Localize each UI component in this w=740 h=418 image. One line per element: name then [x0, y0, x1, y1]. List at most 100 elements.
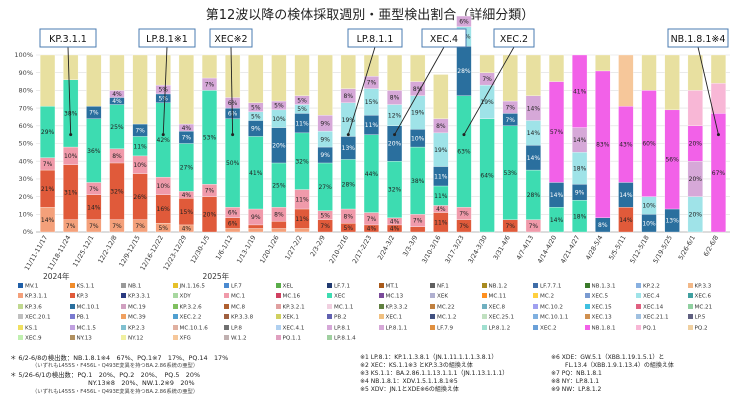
legend-swatch	[172, 283, 178, 288]
data-label: 57%	[550, 129, 564, 136]
legend-swatch	[430, 293, 435, 299]
legend-swatch	[430, 303, 435, 309]
bar-segment	[132, 54, 148, 125]
legend-swatch	[18, 335, 23, 340]
legend-item: LF.7.7.1	[533, 283, 561, 291]
x-tick-label: 4/14-4/20	[536, 234, 558, 265]
data-label: 14%	[527, 130, 541, 137]
legend-swatch	[430, 314, 435, 320]
legend-swatch	[533, 314, 538, 320]
note-sub: （いずれもL455S・F456L・Q493E変異を持つBA.2.86系統の亜型）	[32, 363, 199, 370]
bar-segment	[178, 54, 194, 125]
data-label: 25%	[110, 124, 124, 131]
data-label: 28%	[457, 68, 471, 75]
legend-item: KP.3.6	[18, 303, 42, 312]
legend-swatch	[327, 293, 332, 299]
legend-item: XEC.8	[481, 303, 505, 312]
data-label: 7%	[135, 223, 145, 230]
legend-item: NB.1.8.1	[584, 324, 616, 333]
data-label: 18%	[573, 213, 587, 220]
data-label: 31%	[64, 189, 78, 196]
bar-segment	[248, 54, 264, 103]
legend-item: XEL	[275, 283, 293, 291]
data-label: 7%	[505, 223, 515, 230]
callout-arrow	[697, 46, 719, 135]
legend-label: XEL	[282, 283, 293, 290]
data-label: 63%	[457, 149, 471, 156]
data-label: 9%	[320, 152, 330, 159]
legend-item: XEC.14	[636, 303, 664, 312]
legend-label: XEC.14	[643, 304, 664, 311]
legend-swatch	[121, 314, 126, 320]
legend-swatch	[687, 293, 693, 299]
data-label: 20%	[689, 212, 703, 219]
data-label: 20%	[203, 212, 217, 219]
data-label: 14%	[619, 217, 633, 224]
data-label: 20%	[689, 176, 703, 183]
data-label: 36%	[87, 148, 101, 155]
data-label: 53%	[203, 135, 217, 142]
bar-segment	[456, 15, 472, 27]
data-label: 12%	[388, 112, 402, 119]
footnote: ※3 KS.1.1：BA.2.86.1.1.13.1.1.1（JN.1.13.1…	[360, 370, 509, 377]
data-label: 7%	[205, 81, 215, 88]
y-tick-label: 80%	[19, 87, 33, 95]
legend-swatch	[584, 324, 590, 330]
data-label: 8%	[344, 93, 354, 100]
legend-swatch	[224, 303, 229, 309]
callout-label: KP.3.1.1	[49, 34, 87, 45]
data-label: 4%	[390, 219, 400, 226]
data-label: 38%	[411, 178, 425, 185]
legend-item: LF.7	[224, 283, 242, 291]
year-label: 2025年	[203, 271, 230, 281]
legend-label: MC.8	[231, 304, 246, 311]
callout-arrow-head	[393, 133, 397, 137]
chart-title: 第12波以降の検体採取週別・亜型検出割合（詳細分類）	[205, 8, 535, 23]
x-tick-label: 1/13-1/19	[235, 234, 257, 265]
bar-segment	[664, 54, 680, 111]
legend-item: MT.1	[378, 283, 398, 291]
legend-label: MC.11	[488, 293, 507, 300]
data-label: 60%	[642, 141, 656, 148]
data-label: 43%	[619, 142, 633, 149]
legend-label: XEC.9	[25, 335, 42, 342]
data-label: 13%	[665, 218, 679, 225]
legend-label: LF.7	[231, 283, 242, 290]
legend-swatch	[121, 283, 126, 288]
legend-swatch	[481, 324, 487, 330]
legend-label: XDY	[179, 293, 191, 300]
legend-label: LP.8.1	[334, 325, 351, 332]
legend-swatch	[636, 324, 641, 330]
legend-item: XEC.1	[378, 314, 402, 322]
data-label: 13%	[342, 145, 356, 152]
callout-label: XEC.2	[500, 34, 528, 45]
legend-swatch	[327, 335, 332, 340]
data-label: 4%	[367, 226, 377, 233]
legend-item: KP.3.3.2	[378, 303, 408, 312]
data-label: 8%	[390, 95, 400, 102]
x-tick-label: 1/20-1/26	[258, 234, 280, 265]
legend-item: KP.2.3	[121, 324, 145, 333]
data-label: 9%	[251, 126, 261, 133]
data-label: 53%	[504, 170, 518, 177]
legend-label: KP.3.2.6	[179, 304, 202, 311]
data-label: 7%	[135, 127, 145, 134]
data-label: 19%	[342, 117, 356, 124]
footnote: ※7 PQ：NB.1.8.1	[551, 370, 602, 377]
legend-label: W.1.2	[231, 335, 247, 342]
data-label: 7%	[367, 80, 377, 87]
x-tick-label: 12/16-12/22	[138, 234, 164, 272]
bar-segment	[294, 228, 310, 233]
legend-swatch	[481, 293, 487, 299]
data-label: 41%	[249, 170, 263, 177]
legend-swatch	[378, 283, 384, 288]
data-label: 21%	[41, 186, 55, 193]
bar-segment	[86, 54, 102, 107]
x-tick-label: 6/2-6/8	[702, 234, 720, 258]
legend-label: NF.1	[437, 283, 449, 290]
legend-item: PB.2	[327, 314, 347, 322]
x-tick-label: 12/30-1/5	[189, 234, 211, 265]
bar-segment	[271, 54, 287, 102]
bar-segment	[710, 54, 726, 84]
legend-label: PB.1	[76, 314, 90, 321]
